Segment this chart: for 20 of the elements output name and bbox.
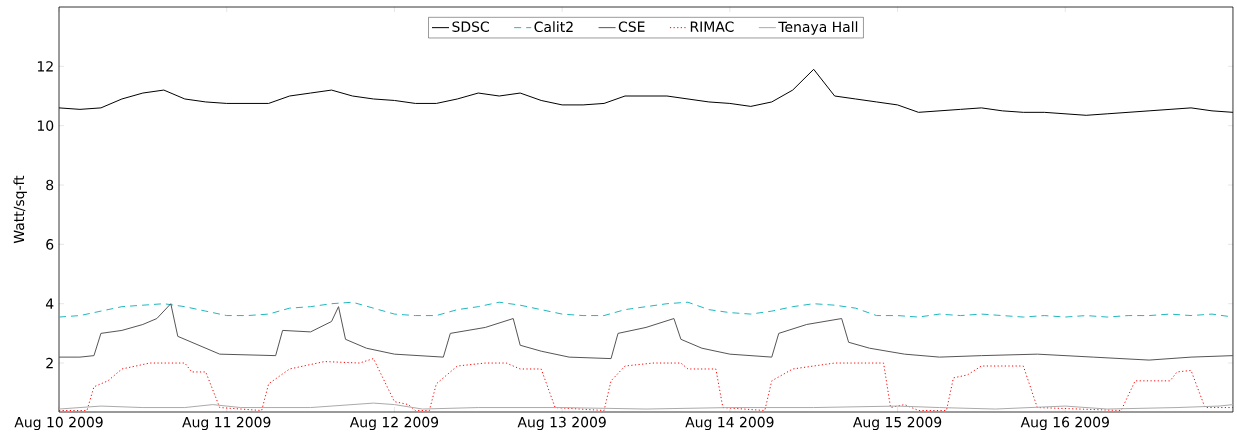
y-tick-label: 10 [37,120,54,131]
legend-label: Calit2 [534,21,573,33]
y-tick-label: 4 [45,298,54,309]
x-tick-label: Aug 13 2009 [517,416,606,431]
x-tick-label: Aug 15 2009 [852,416,942,431]
x-tick-label: Aug 14 2009 [685,416,774,431]
legend-label: CSE [618,21,645,32]
y-axis-title: Watt/sq-ft [13,175,27,244]
y-tick-label: 6 [46,239,54,250]
x-tick-label: Aug 16 2009 [1020,416,1109,431]
y-tick-label: 8 [46,179,54,191]
x-tick-label: Aug 11 2009 [182,416,271,431]
line-series [59,358,1233,412]
legend-label: RIMAC [690,21,734,32]
legend-label: SDSC [452,21,489,32]
y-tick-label: 12 [37,61,53,72]
x-tick-label: Aug 10 2009 [14,416,103,431]
x-tick-label: Aug 12 2009 [349,416,439,431]
legend-label: Tenaya Hall [778,21,858,35]
y-tick-label: 2 [46,357,53,369]
